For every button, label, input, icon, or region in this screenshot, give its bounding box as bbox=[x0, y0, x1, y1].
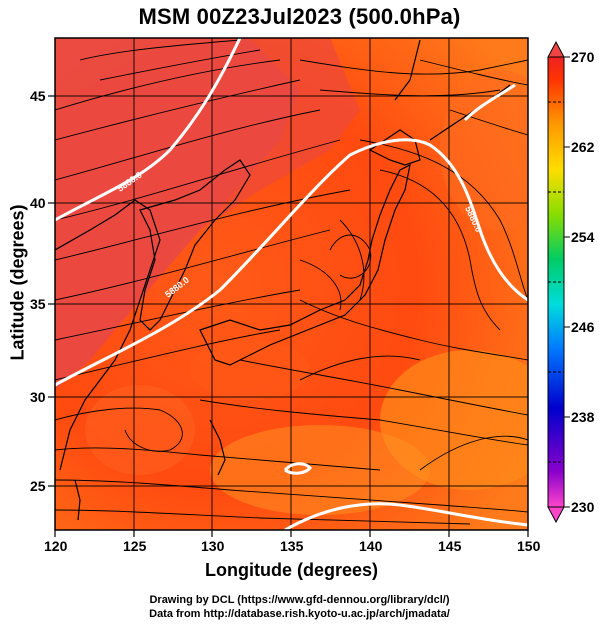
axis-ticks bbox=[48, 95, 529, 537]
x-tick-label: 140 bbox=[359, 538, 383, 554]
colorbar-label: 246 bbox=[571, 319, 595, 335]
map-title: MSM 00Z23Jul2023 (500.0hPa) bbox=[138, 4, 461, 29]
colorbar-label: 262 bbox=[571, 139, 595, 155]
x-tick-label: 130 bbox=[201, 538, 225, 554]
temperature-field bbox=[55, 38, 528, 530]
x-tick-label: 150 bbox=[517, 538, 541, 554]
contour-5880 bbox=[55, 38, 528, 530]
colorbar-label: 238 bbox=[571, 409, 595, 425]
coastlines bbox=[55, 39, 511, 521]
x-tick-label: 125 bbox=[123, 538, 147, 554]
colorbar-label: 254 bbox=[571, 229, 595, 245]
y-tick-label: 25 bbox=[30, 478, 46, 494]
x-tick-label: 145 bbox=[438, 538, 462, 554]
credit-drawing: Drawing by DCL (https://www.gfd-dennou.o… bbox=[149, 594, 450, 606]
y-tick-label: 30 bbox=[30, 389, 46, 405]
x-axis-label: Longitude (degrees) bbox=[204, 560, 378, 580]
x-tick-label: 120 bbox=[44, 538, 68, 554]
colorbar-label: 270 bbox=[571, 49, 595, 65]
y-tick-label: 35 bbox=[30, 296, 46, 312]
y-tick-label: 45 bbox=[30, 88, 46, 104]
credit-data: Data from http://database.rish.kyoto-u.a… bbox=[149, 608, 450, 620]
colorbar bbox=[547, 40, 570, 524]
y-tick-label: 40 bbox=[30, 195, 46, 211]
y-axis-label: Latitude (degrees) bbox=[7, 204, 28, 361]
lat-lon-grid bbox=[55, 38, 528, 530]
x-tick-label: 135 bbox=[280, 538, 304, 554]
wind-streamlines bbox=[55, 39, 528, 525]
colorbar-label: 230 bbox=[571, 499, 595, 515]
